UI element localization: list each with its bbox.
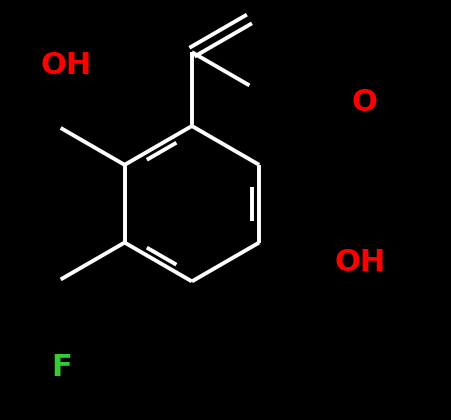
Text: O: O [351,88,377,118]
Text: OH: OH [41,50,92,80]
Text: F: F [51,353,72,382]
Text: OH: OH [335,248,386,277]
